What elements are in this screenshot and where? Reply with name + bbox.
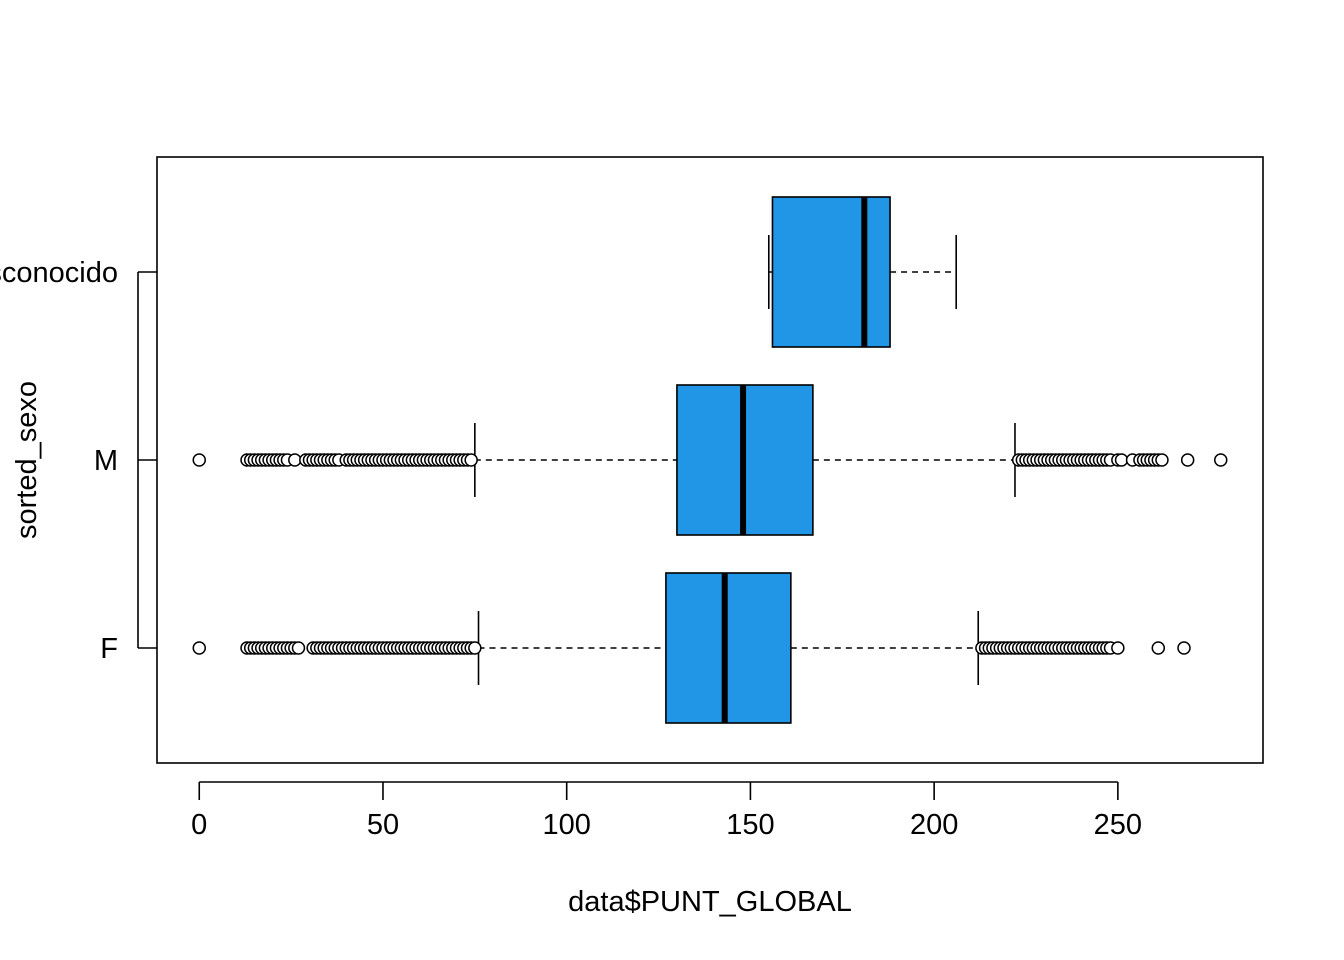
box-group [192,384,1228,536]
outlier-point [468,641,482,655]
x-axis-title: data$PUNT_GLOBAL [568,886,852,918]
outlier-point [1177,641,1191,655]
box-group [767,196,957,348]
plot-marks [192,196,1228,724]
y-tick-label: Desconocido [0,257,118,289]
box-iqr [771,196,891,348]
x-tick-label: 100 [543,809,591,841]
x-tick-label: 150 [726,809,774,841]
outlier-point [464,453,478,467]
y-tick-label: F [100,633,118,665]
axes: 0 50 100 150 200 250 F M Desconocido [0,257,1142,841]
x-tick-label: 250 [1094,809,1142,841]
x-tick-label: 200 [910,809,958,841]
y-tick-label: M [94,445,118,477]
outlier-point [1151,641,1166,655]
box-iqr [665,572,792,724]
outlier-point [1213,453,1228,467]
outlier-point [288,453,302,467]
outlier-point [1180,453,1195,467]
outlier-point [1111,641,1125,655]
outlier-point [192,453,207,467]
outlier-point [291,641,306,655]
x-tick-label: 50 [367,809,399,841]
box-group [192,572,1191,724]
y-axis-title: sorted_sexo [11,381,43,539]
plot-frame [156,156,1264,764]
outlier-point [192,641,207,655]
x-tick-label: 0 [191,809,207,841]
outlier-point [1155,453,1169,467]
outlier-point [1114,453,1129,467]
